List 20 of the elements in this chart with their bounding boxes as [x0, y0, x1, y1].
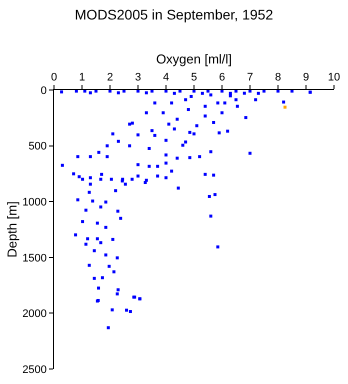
x-tick-label: 3	[134, 72, 142, 84]
chart-title: MODS2005 in September, 1952	[74, 6, 274, 22]
x-tick-label: 4	[162, 72, 170, 84]
x-axis-title: Oxygen [ml/l]	[156, 52, 232, 67]
y-tick-label: 500	[28, 140, 47, 153]
y-tick-label: 2500	[22, 364, 47, 376]
y-tick-label: 1000	[22, 196, 47, 208]
y-tick-label: 2000	[22, 308, 47, 320]
y-tick-label: 1500	[22, 252, 47, 264]
x-tick-label: 9	[302, 72, 310, 84]
x-tick-label: 6	[218, 72, 226, 84]
x-tick-label: 5	[190, 72, 198, 84]
x-tick-label: 10	[328, 72, 340, 84]
y-axis-title: Depth [m]	[4, 201, 20, 258]
x-tick-label: 2	[106, 72, 114, 84]
x-tick-label: 7	[246, 72, 254, 84]
x-tick-label: 8	[274, 72, 282, 84]
x-tick-label: 1	[78, 72, 86, 84]
y-tick-label: 0	[40, 84, 47, 97]
x-tick-label: 0	[50, 72, 58, 84]
